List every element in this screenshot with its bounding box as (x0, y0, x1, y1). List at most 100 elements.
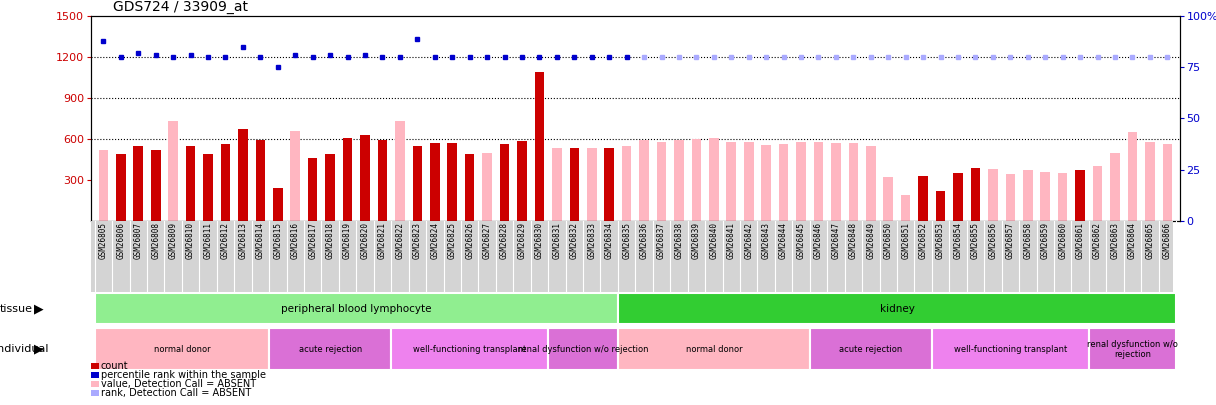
Text: GSM26820: GSM26820 (360, 222, 370, 259)
Bar (1162, 144, 1172, 221)
Text: GSM26857: GSM26857 (1006, 222, 1015, 259)
Text: GSM26833: GSM26833 (587, 222, 596, 259)
Text: GSM26830: GSM26830 (535, 222, 544, 259)
Text: GSM26811: GSM26811 (203, 222, 213, 259)
Bar (1041, 172, 1051, 221)
Text: GSM26838: GSM26838 (675, 222, 683, 259)
Bar (274, 188, 282, 221)
Bar (674, 140, 683, 221)
Text: GSM26831: GSM26831 (552, 222, 562, 259)
Text: GSM26843: GSM26843 (761, 222, 771, 259)
Bar (761, 145, 771, 221)
Bar (1088, 328, 1176, 370)
Text: individual: individual (0, 344, 49, 354)
Bar (849, 143, 858, 221)
Text: GSM26845: GSM26845 (796, 222, 805, 259)
Text: well-functioning transplant: well-functioning transplant (413, 345, 527, 354)
Text: percentile rank within the sample: percentile rank within the sample (101, 370, 265, 380)
Text: GSM26856: GSM26856 (989, 222, 997, 259)
Bar (640, 140, 649, 221)
Bar (343, 138, 353, 221)
Bar (726, 142, 736, 221)
Bar (548, 328, 618, 370)
Text: GSM26808: GSM26808 (151, 222, 161, 259)
Bar (953, 173, 963, 221)
Text: GSM26842: GSM26842 (744, 222, 753, 259)
Bar (326, 154, 334, 221)
Text: GSM26865: GSM26865 (1145, 222, 1154, 259)
Bar (1075, 170, 1085, 221)
Bar (360, 135, 370, 221)
Bar (238, 129, 248, 221)
Text: acute rejection: acute rejection (839, 345, 902, 354)
Text: GSM26860: GSM26860 (1058, 222, 1068, 259)
Text: GSM26862: GSM26862 (1093, 222, 1102, 259)
Bar (116, 154, 125, 221)
Bar (1093, 166, 1103, 221)
Bar (884, 177, 893, 221)
Bar (447, 143, 457, 221)
Text: GSM26807: GSM26807 (134, 222, 142, 259)
Text: GSM26827: GSM26827 (483, 222, 491, 259)
Text: GSM26814: GSM26814 (255, 222, 265, 259)
Text: GDS724 / 33909_at: GDS724 / 33909_at (113, 0, 248, 14)
Bar (778, 144, 788, 221)
Text: GSM26806: GSM26806 (117, 222, 125, 259)
Bar (1023, 170, 1032, 221)
Bar (552, 149, 562, 221)
Bar (814, 142, 823, 221)
Bar (95, 328, 269, 370)
Text: GSM26852: GSM26852 (918, 222, 928, 259)
Text: GSM26840: GSM26840 (709, 222, 719, 259)
Text: GSM26818: GSM26818 (326, 222, 334, 259)
Text: GSM26864: GSM26864 (1128, 222, 1137, 259)
Text: normal donor: normal donor (686, 345, 742, 354)
Bar (831, 143, 840, 221)
Bar (657, 142, 666, 221)
Text: GSM26819: GSM26819 (343, 222, 353, 259)
Text: GSM26853: GSM26853 (936, 222, 945, 259)
Bar (1006, 175, 1015, 221)
Text: GSM26817: GSM26817 (308, 222, 317, 259)
Text: GSM26835: GSM26835 (623, 222, 631, 259)
Bar (901, 195, 911, 221)
Bar (970, 168, 980, 221)
Text: normal donor: normal donor (153, 345, 210, 354)
Bar (134, 146, 143, 221)
Text: GSM26847: GSM26847 (832, 222, 840, 259)
Text: kidney: kidney (879, 304, 914, 314)
Bar (1127, 132, 1137, 221)
Bar (95, 293, 618, 324)
Bar (220, 144, 230, 221)
Bar (500, 144, 510, 221)
Bar (1058, 173, 1068, 221)
Text: GSM26855: GSM26855 (970, 222, 980, 259)
Bar (1110, 153, 1120, 221)
Text: acute rejection: acute rejection (298, 345, 362, 354)
Text: peripheral blood lymphocyte: peripheral blood lymphocyte (281, 304, 432, 314)
Bar (483, 153, 492, 221)
Bar (291, 131, 300, 221)
Text: tissue: tissue (0, 304, 33, 314)
Bar (796, 142, 806, 221)
Text: GSM26805: GSM26805 (98, 222, 108, 259)
Text: GSM26832: GSM26832 (570, 222, 579, 259)
Bar (989, 169, 997, 221)
Text: GSM26824: GSM26824 (430, 222, 439, 259)
Text: GSM26822: GSM26822 (395, 222, 405, 259)
Bar (151, 150, 161, 221)
Text: GSM26826: GSM26826 (466, 222, 474, 259)
Text: GSM26841: GSM26841 (727, 222, 736, 259)
Text: ▶: ▶ (34, 302, 44, 315)
Text: GSM26863: GSM26863 (1110, 222, 1120, 259)
Text: GSM26825: GSM26825 (447, 222, 457, 259)
Text: GSM26849: GSM26849 (866, 222, 876, 259)
Text: GSM26809: GSM26809 (169, 222, 178, 259)
Text: GSM26815: GSM26815 (274, 222, 282, 259)
Bar (931, 328, 1088, 370)
Bar (378, 140, 387, 221)
Text: GSM26816: GSM26816 (291, 222, 300, 259)
Bar (587, 148, 597, 221)
Text: GSM26812: GSM26812 (221, 222, 230, 259)
Bar (392, 328, 548, 370)
